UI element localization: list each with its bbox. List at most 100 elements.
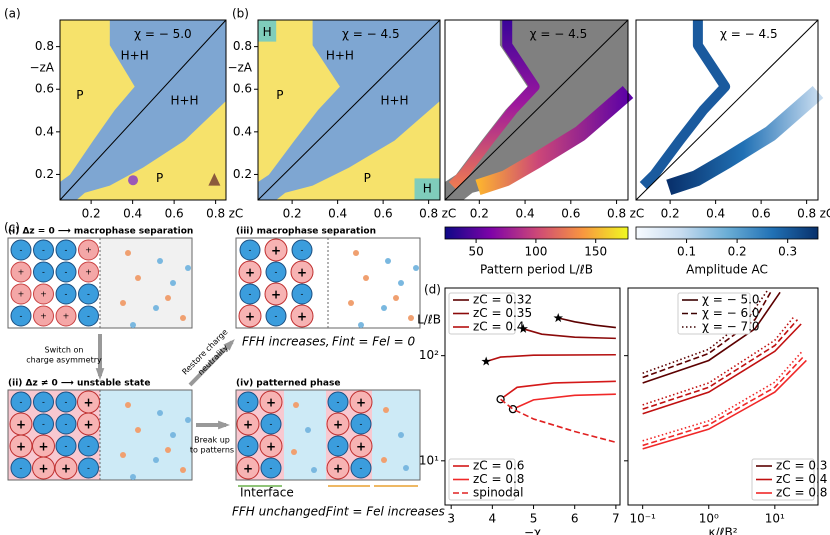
arrow-head — [223, 339, 235, 351]
anion — [350, 413, 372, 435]
ion — [358, 322, 364, 328]
ion — [180, 467, 186, 473]
box-title: (i) Δz = 0 ⟶ macrophase separation — [8, 227, 193, 237]
box-title: (ii) Δz ≠ 0 ⟶ unstable state — [8, 379, 150, 389]
cation — [236, 412, 260, 436]
anion — [55, 283, 77, 305]
cation — [238, 260, 262, 284]
colorbar-tick-label: 150 — [584, 245, 607, 259]
ion — [393, 295, 399, 301]
colorbar-tick-label: 0.3 — [778, 245, 797, 259]
frame — [444, 19, 629, 201]
label: - — [337, 398, 340, 407]
cation — [349, 390, 373, 414]
cation — [259, 434, 283, 458]
label: - — [247, 398, 250, 407]
label: - — [65, 398, 68, 407]
ion — [180, 315, 186, 321]
legend-label: zC = 0.4 — [776, 472, 827, 486]
cation — [33, 283, 54, 305]
y-tick-label: 0.6 — [233, 82, 252, 96]
x-tick-label: 0.8 — [419, 207, 438, 221]
y-axis-label: −zA — [29, 61, 54, 75]
y-axis-label: L/ℓB — [417, 313, 441, 327]
ion — [398, 280, 404, 286]
cation — [349, 434, 373, 458]
cation — [290, 260, 314, 284]
ion — [170, 432, 176, 438]
panel-label: (d) — [424, 283, 441, 297]
anion — [327, 435, 349, 457]
box-title: (iii) macrophase separation — [236, 227, 376, 237]
anion — [10, 391, 32, 413]
star-marker — [481, 356, 491, 366]
legend-label: zC = 0.3 — [776, 459, 827, 473]
ion — [403, 465, 409, 471]
anion — [78, 305, 99, 327]
ion — [135, 427, 141, 433]
label: + — [271, 244, 281, 258]
pattern-band — [666, 85, 824, 195]
label: + — [271, 288, 281, 302]
box — [235, 389, 421, 481]
label: (c) — [4, 221, 20, 235]
label: - — [42, 268, 45, 277]
anion — [239, 239, 261, 261]
label: + — [245, 266, 255, 280]
legend-label: spinodal — [473, 486, 523, 500]
arrow — [188, 340, 234, 387]
colorbar — [635, 226, 819, 240]
label: H+H — [170, 94, 198, 108]
label: Fint = Fel = 0 — [332, 335, 416, 349]
x-axis-label: −χ — [524, 526, 541, 535]
anion — [291, 283, 313, 305]
x-tick-label: 0.4 — [123, 207, 142, 221]
cation — [264, 282, 288, 306]
label: - — [65, 442, 68, 451]
ion — [125, 402, 131, 408]
x-tick-label: 0.8 — [797, 207, 816, 221]
ion — [125, 250, 131, 256]
label: + — [243, 418, 253, 432]
legend-label: zC = 0.4 — [473, 320, 524, 334]
data-line — [642, 315, 796, 406]
anion — [239, 283, 261, 305]
y-tick-label: 10¹ — [419, 453, 439, 467]
legend-label: χ = − 7.0 — [702, 320, 760, 334]
anion — [55, 261, 77, 283]
label: H+H — [121, 49, 149, 63]
label: + — [297, 266, 307, 280]
ion — [165, 447, 171, 453]
cation — [326, 456, 350, 480]
x-tick-label: 0.2 — [470, 207, 489, 221]
data-line — [642, 359, 807, 450]
legend-label: zC = 0.35 — [473, 306, 532, 320]
frame — [257, 19, 441, 201]
cation — [238, 304, 262, 328]
colorbar-tick-label: 0.1 — [677, 245, 696, 259]
label: FFH unchanged, — [232, 505, 329, 519]
label: + — [243, 462, 253, 476]
anion — [55, 435, 77, 457]
label: - — [301, 290, 304, 299]
arrow-head — [218, 420, 230, 430]
cation — [290, 304, 314, 328]
chi-label: χ = − 4.5 — [720, 27, 778, 41]
ion — [185, 265, 191, 271]
legend-label: zC = 0.6 — [473, 459, 524, 473]
data-line — [500, 398, 617, 444]
anion — [291, 239, 313, 261]
ion — [153, 305, 159, 311]
label: - — [20, 398, 23, 407]
diagonal — [444, 19, 629, 201]
ion — [135, 275, 141, 281]
label: + — [85, 246, 92, 255]
label: P — [364, 171, 371, 185]
data-line — [642, 289, 773, 379]
anion — [78, 435, 99, 457]
anion — [55, 413, 77, 435]
y-tick-label: 0.8 — [233, 39, 252, 53]
anion — [237, 435, 259, 457]
ion — [291, 449, 297, 455]
